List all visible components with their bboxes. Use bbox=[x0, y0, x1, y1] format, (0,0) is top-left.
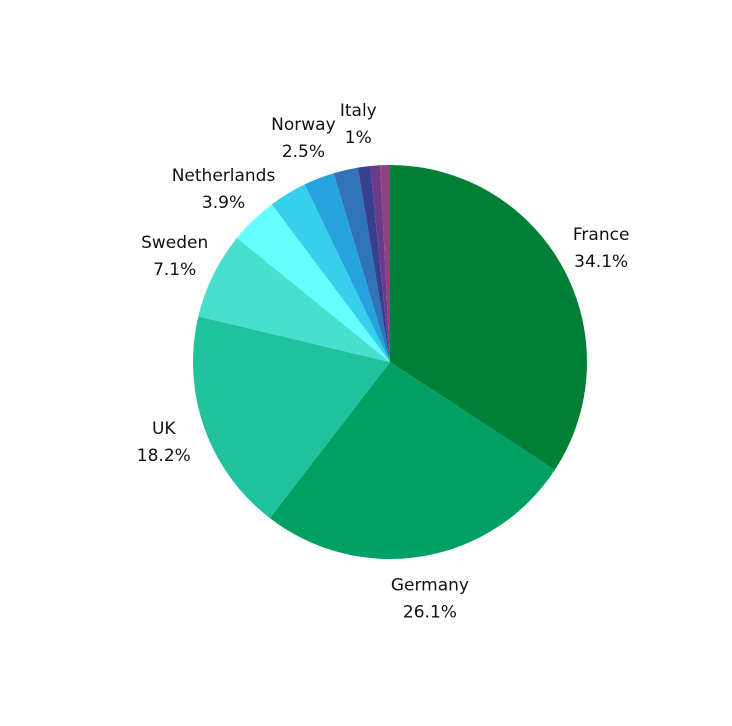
slice-label: Norway bbox=[271, 115, 336, 135]
slice-label: Italy bbox=[340, 101, 377, 121]
slice-label: Sweden bbox=[141, 233, 208, 253]
pie-slice bbox=[333, 167, 390, 362]
slice-label: Netherlands bbox=[172, 166, 276, 186]
pie-slice bbox=[192, 316, 390, 519]
pie-slice bbox=[198, 237, 390, 362]
slice-value-label: 3.9% bbox=[202, 193, 245, 213]
pie-slice bbox=[370, 165, 390, 362]
slice-label: France bbox=[573, 225, 630, 245]
pie-slice bbox=[236, 204, 390, 362]
slice-value-label: 1% bbox=[345, 128, 372, 148]
slice-value-label: 18.2% bbox=[137, 446, 191, 466]
slice-value-label: 26.1% bbox=[403, 603, 457, 623]
pie-slice bbox=[304, 173, 390, 362]
slice-value-label: 34.1% bbox=[574, 252, 628, 272]
pie-slice bbox=[357, 166, 390, 362]
slice-value-label: 7.1% bbox=[153, 260, 196, 280]
pie-slice bbox=[380, 165, 390, 362]
slice-label: UK bbox=[152, 419, 176, 439]
slice-value-label: 2.5% bbox=[282, 142, 325, 162]
slice-label: Germany bbox=[391, 576, 469, 596]
pie-slice bbox=[390, 165, 587, 471]
pie-slice bbox=[271, 184, 390, 362]
pie-slice bbox=[269, 362, 555, 559]
